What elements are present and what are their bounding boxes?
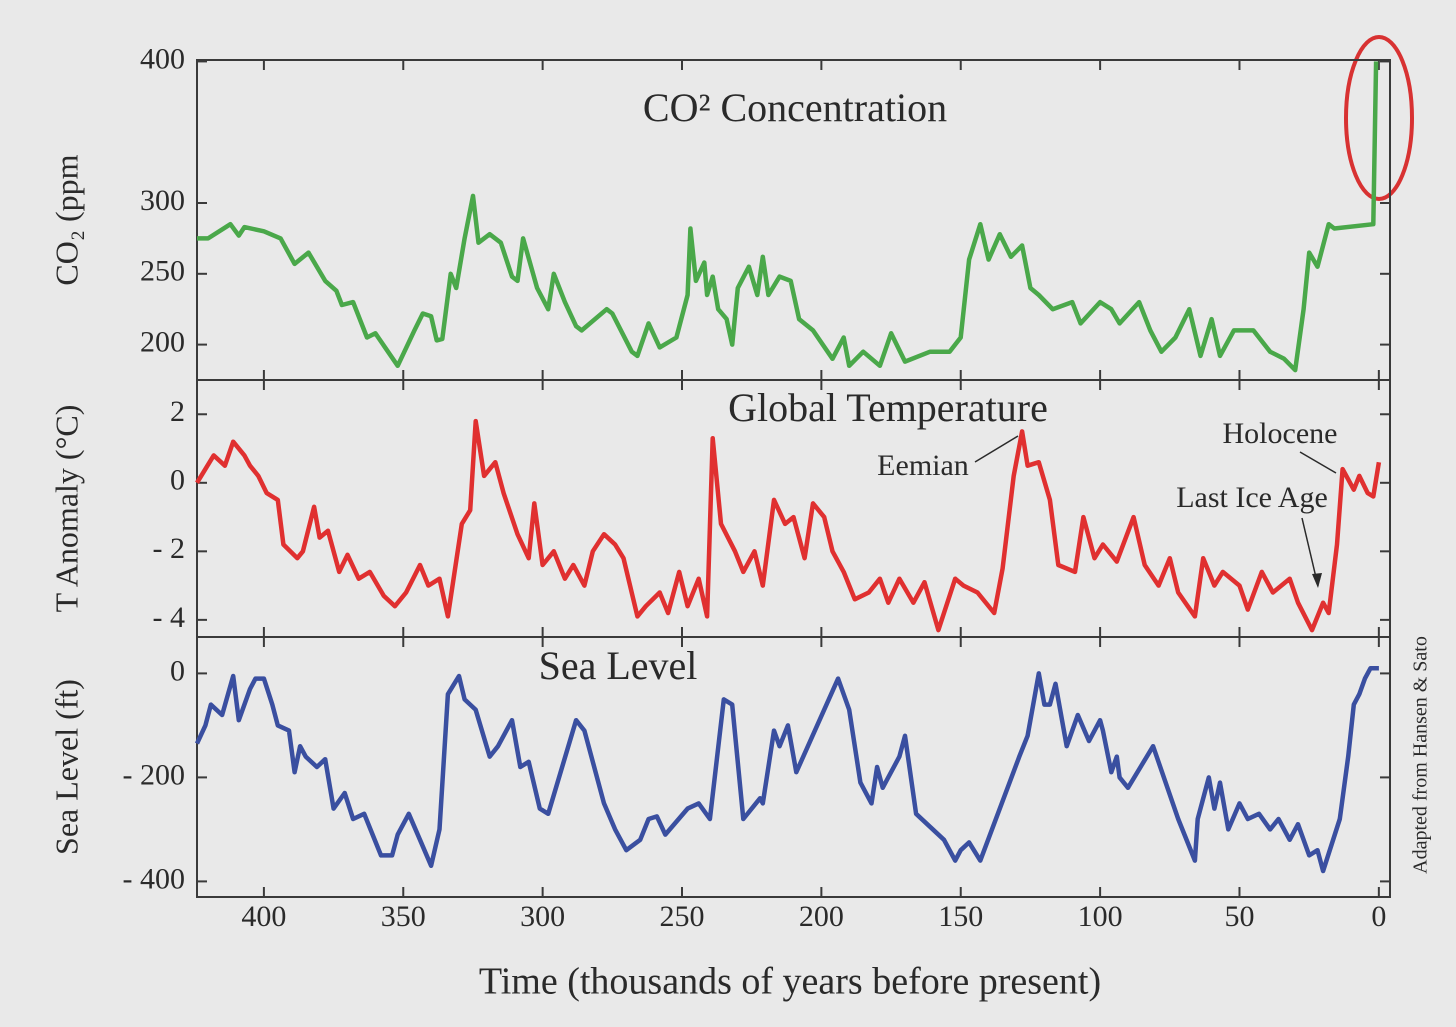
y-tick-label: - 200 bbox=[123, 758, 186, 791]
x-tick-label: 100 bbox=[1078, 900, 1123, 933]
y-tick-label: 0 bbox=[170, 464, 185, 497]
x-tick-label: 200 bbox=[799, 900, 844, 933]
x-axis-label: Time (thousands of years before present) bbox=[479, 961, 1101, 1003]
x-tick-label: 150 bbox=[938, 900, 983, 933]
data-line bbox=[197, 61, 1379, 373]
y-tick-label: 300 bbox=[140, 184, 185, 217]
y-tick-label: - 2 bbox=[153, 532, 186, 565]
annotation-pointer bbox=[974, 435, 1019, 463]
y-axis-label: T Anomaly (°C) bbox=[48, 405, 84, 613]
data-line bbox=[194, 665, 1379, 874]
annotation-arrowhead bbox=[1312, 573, 1322, 588]
panel-title: Sea Level bbox=[539, 643, 698, 688]
highlight-ellipse bbox=[1344, 35, 1414, 201]
y-tick-label: - 4 bbox=[153, 601, 186, 634]
data-line bbox=[195, 418, 1382, 633]
panel-title: CO² Concentration bbox=[643, 85, 947, 130]
y-axis-label: Sea Level (ft) bbox=[48, 679, 84, 855]
annotation: Last Ice Age bbox=[1176, 481, 1328, 514]
annotation: Holocene bbox=[1223, 417, 1338, 450]
source-credit: Adapted from Hansen & Sato bbox=[1410, 636, 1432, 874]
x-tick-label: 350 bbox=[381, 900, 426, 933]
y-tick-label: 200 bbox=[140, 325, 185, 358]
annotation: Eemian bbox=[877, 449, 969, 482]
x-tick-label: 250 bbox=[660, 900, 705, 933]
y-tick-label: 0 bbox=[170, 654, 185, 687]
y-axis-label: CO₂ (ppm bbox=[48, 154, 84, 285]
x-tick-label: 0 bbox=[1371, 900, 1386, 933]
y-tick-label: - 400 bbox=[123, 862, 186, 895]
annotation-pointer bbox=[1299, 451, 1337, 474]
y-tick-label: 250 bbox=[140, 255, 185, 288]
x-tick-label: 400 bbox=[241, 900, 286, 933]
plot-frame bbox=[196, 636, 1391, 898]
x-tick-label: 300 bbox=[520, 900, 565, 933]
x-tick-label: 50 bbox=[1224, 900, 1254, 933]
panel-title: Global Temperature bbox=[728, 385, 1048, 430]
y-tick-label: 2 bbox=[170, 395, 185, 428]
y-tick-label: 400 bbox=[140, 42, 185, 75]
